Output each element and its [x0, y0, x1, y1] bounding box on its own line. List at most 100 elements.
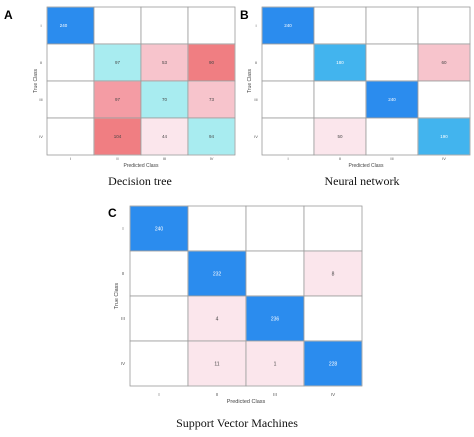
cell-label: 190	[440, 134, 448, 139]
matrix-cell	[314, 118, 366, 155]
x-tick-label: I	[70, 156, 71, 161]
matrix-cell-empty	[93, 6, 142, 45]
matrix-cell	[141, 118, 188, 155]
cell-label: 104	[114, 134, 122, 139]
y-tick-label: I	[122, 226, 123, 231]
cell-label: 94	[209, 134, 215, 139]
matrix-cell	[94, 118, 141, 155]
x-tick-label: I	[158, 392, 159, 397]
matrix-cell	[418, 44, 470, 81]
matrix-cell-empty	[245, 205, 305, 252]
x-axis-title: Predicted Class	[123, 163, 159, 169]
caption-decision-tree: Decision tree	[108, 174, 172, 188]
cell-label: 228	[329, 361, 338, 367]
matrix-cell	[262, 7, 314, 44]
matrix-cell-empty	[129, 250, 189, 297]
matrix-cell	[246, 341, 304, 386]
cell-label: 97	[115, 97, 121, 102]
matrix-cell-empty	[129, 340, 189, 387]
caption-neural-network: Neural network	[324, 174, 400, 188]
cell-label: 53	[162, 60, 168, 65]
x-tick-label: III	[163, 156, 166, 161]
matrix-cell-empty	[245, 250, 305, 297]
y-tick-label: III	[39, 97, 42, 102]
x-axis-title: Predicted Class	[348, 163, 384, 169]
caption-svm: Support Vector Machines	[176, 416, 298, 430]
cell-label: 90	[209, 60, 215, 65]
panel-letter-a: A	[4, 8, 13, 22]
cell-label: 50	[337, 134, 343, 139]
matrix-cell	[188, 341, 246, 386]
panel-letter-b: B	[240, 8, 249, 22]
cell-label: 70	[162, 97, 168, 102]
y-tick-label: IV	[254, 134, 258, 139]
matrix-cell	[188, 118, 235, 155]
matrix-cell	[130, 206, 188, 251]
cell-label: 4	[216, 316, 219, 322]
x-tick-label: I	[287, 156, 288, 161]
cell-label: 232	[213, 271, 222, 277]
y-tick-label: I	[40, 23, 41, 28]
matrix-cell-empty	[187, 205, 247, 252]
matrix-cell	[188, 44, 235, 81]
matrix-cell-empty	[46, 117, 95, 156]
y-tick-label: II	[255, 60, 257, 65]
matrix-cell	[418, 118, 470, 155]
x-tick-label: IV	[210, 156, 214, 161]
x-tick-label: II	[116, 156, 118, 161]
x-tick-label: IV	[331, 392, 335, 397]
panel-letter-c: C	[108, 206, 117, 220]
x-tick-label: II	[339, 156, 341, 161]
matrix-cell-empty	[303, 295, 363, 342]
cell-label: 44	[162, 134, 168, 139]
matrix-cell-empty	[129, 295, 189, 342]
x-tick-label: III	[390, 156, 393, 161]
matrix-cell	[366, 81, 418, 118]
y-tick-label: IV	[39, 134, 43, 139]
matrix-cell-empty	[261, 117, 315, 156]
y-tick-label: IV	[121, 361, 125, 366]
matrix-cell-empty	[303, 205, 363, 252]
matrix-cell	[304, 341, 362, 386]
y-tick-label: II	[122, 271, 125, 276]
y-axis-title: True Class	[247, 69, 253, 93]
matrix-cell	[94, 44, 141, 81]
matrix-cell	[246, 296, 304, 341]
matrix-cell	[141, 44, 188, 81]
y-tick-label: III	[254, 97, 257, 102]
matrix-cell-empty	[365, 117, 419, 156]
matrix-cell-empty	[417, 6, 471, 45]
x-tick-label: III	[273, 392, 277, 397]
y-axis-title: True Class	[114, 283, 120, 310]
matrix-cell-empty	[313, 6, 367, 45]
matrix-cell-empty	[417, 80, 471, 119]
matrix-cell	[141, 81, 188, 118]
matrix-cell	[304, 251, 362, 296]
cell-label: 240	[60, 23, 68, 28]
y-axis-title: True Class	[33, 69, 39, 93]
cell-label: 180	[336, 60, 344, 65]
y-tick-label: I	[255, 23, 256, 28]
matrix-cell	[94, 81, 141, 118]
y-tick-label: III	[121, 316, 125, 321]
matrix-cell	[188, 81, 235, 118]
cell-label: 1	[274, 361, 277, 367]
cell-label: 97	[115, 60, 121, 65]
cell-label: 73	[209, 97, 215, 102]
matrix-cell	[314, 44, 366, 81]
x-tick-label: II	[216, 392, 219, 397]
cell-label: 236	[271, 316, 280, 322]
matrix-cell-empty	[365, 6, 419, 45]
matrix-cell	[47, 7, 94, 44]
cell-label: 8	[332, 271, 335, 277]
cell-label: 11	[214, 361, 219, 367]
cell-label: 60	[441, 60, 447, 65]
matrix-cell	[188, 296, 246, 341]
x-tick-label: IV	[442, 156, 446, 161]
matrix-cell-empty	[46, 80, 95, 119]
y-tick-label: II	[40, 60, 42, 65]
cell-label: 240	[388, 97, 396, 102]
